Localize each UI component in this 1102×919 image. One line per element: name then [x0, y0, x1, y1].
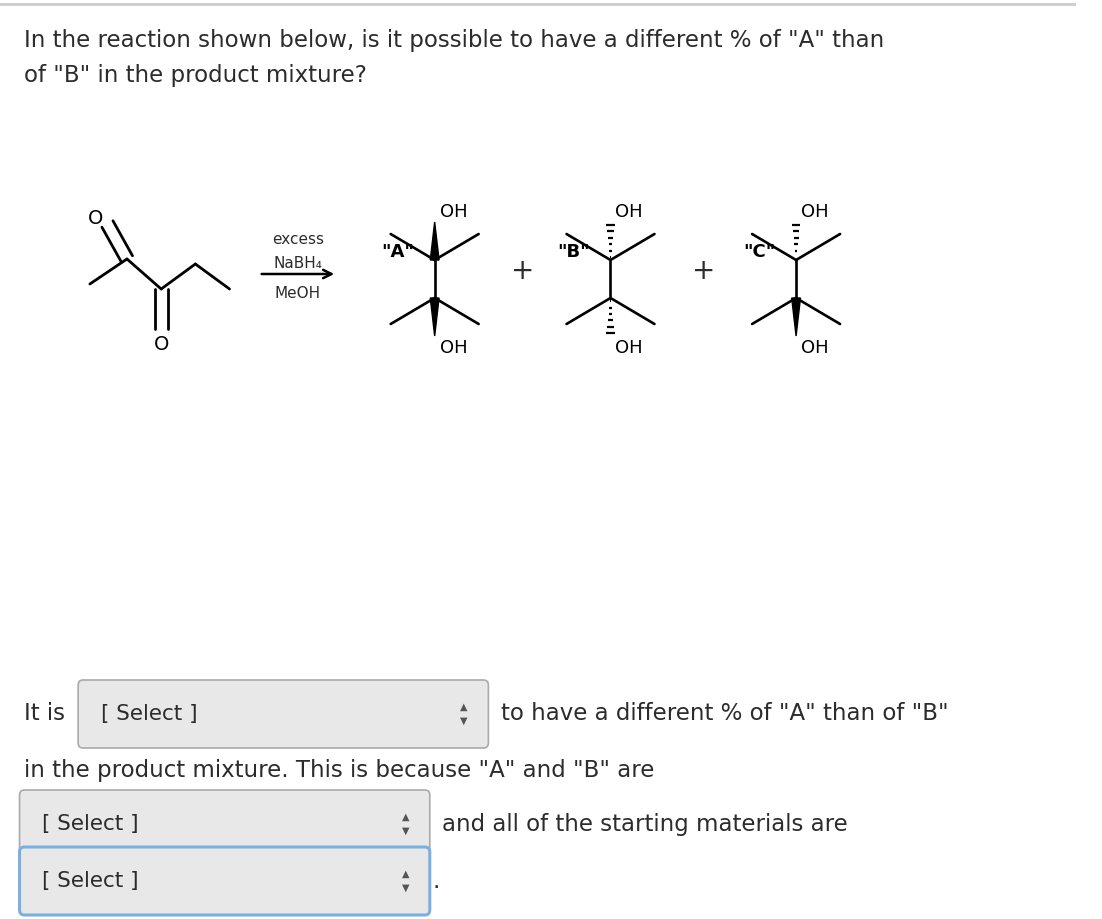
Text: in the product mixture. This is because "A" and "B" are: in the product mixture. This is because …: [24, 759, 655, 782]
Text: OH: OH: [615, 339, 642, 357]
Polygon shape: [430, 298, 439, 336]
Text: +: +: [511, 257, 534, 285]
Text: OH: OH: [615, 203, 642, 221]
Text: OH: OH: [801, 339, 829, 357]
Text: of "B" in the product mixture?: of "B" in the product mixture?: [24, 64, 367, 87]
Text: excess: excess: [272, 232, 324, 246]
Text: ▼: ▼: [401, 826, 409, 836]
Polygon shape: [791, 298, 800, 336]
Text: "A": "A": [381, 243, 414, 261]
Text: .: .: [433, 869, 440, 892]
Polygon shape: [430, 222, 439, 260]
Text: MeOH: MeOH: [274, 287, 321, 301]
Text: ▼: ▼: [461, 716, 467, 726]
Text: OH: OH: [801, 203, 829, 221]
FancyBboxPatch shape: [20, 790, 430, 858]
Text: +: +: [692, 257, 715, 285]
Text: and all of the starting materials are: and all of the starting materials are: [443, 812, 849, 835]
Text: OH: OH: [440, 203, 467, 221]
Text: "B": "B": [558, 243, 590, 261]
FancyBboxPatch shape: [78, 680, 488, 748]
Text: NaBH₄: NaBH₄: [273, 256, 323, 271]
Text: ▲: ▲: [461, 702, 467, 712]
Text: ▼: ▼: [401, 883, 409, 893]
Text: to have a different % of "A" than of "B": to have a different % of "A" than of "B": [501, 702, 949, 725]
Text: ▲: ▲: [401, 869, 409, 879]
Text: ▲: ▲: [401, 812, 409, 822]
Text: OH: OH: [440, 339, 467, 357]
Text: O: O: [88, 210, 104, 229]
FancyBboxPatch shape: [20, 847, 430, 915]
Text: [ Select ]: [ Select ]: [100, 704, 197, 724]
Text: O: O: [153, 335, 169, 354]
Text: In the reaction shown below, is it possible to have a different % of "A" than: In the reaction shown below, is it possi…: [24, 29, 885, 52]
Text: It is: It is: [24, 702, 65, 725]
Text: [ Select ]: [ Select ]: [42, 871, 139, 891]
Text: "C": "C": [743, 243, 775, 261]
Text: [ Select ]: [ Select ]: [42, 814, 139, 834]
